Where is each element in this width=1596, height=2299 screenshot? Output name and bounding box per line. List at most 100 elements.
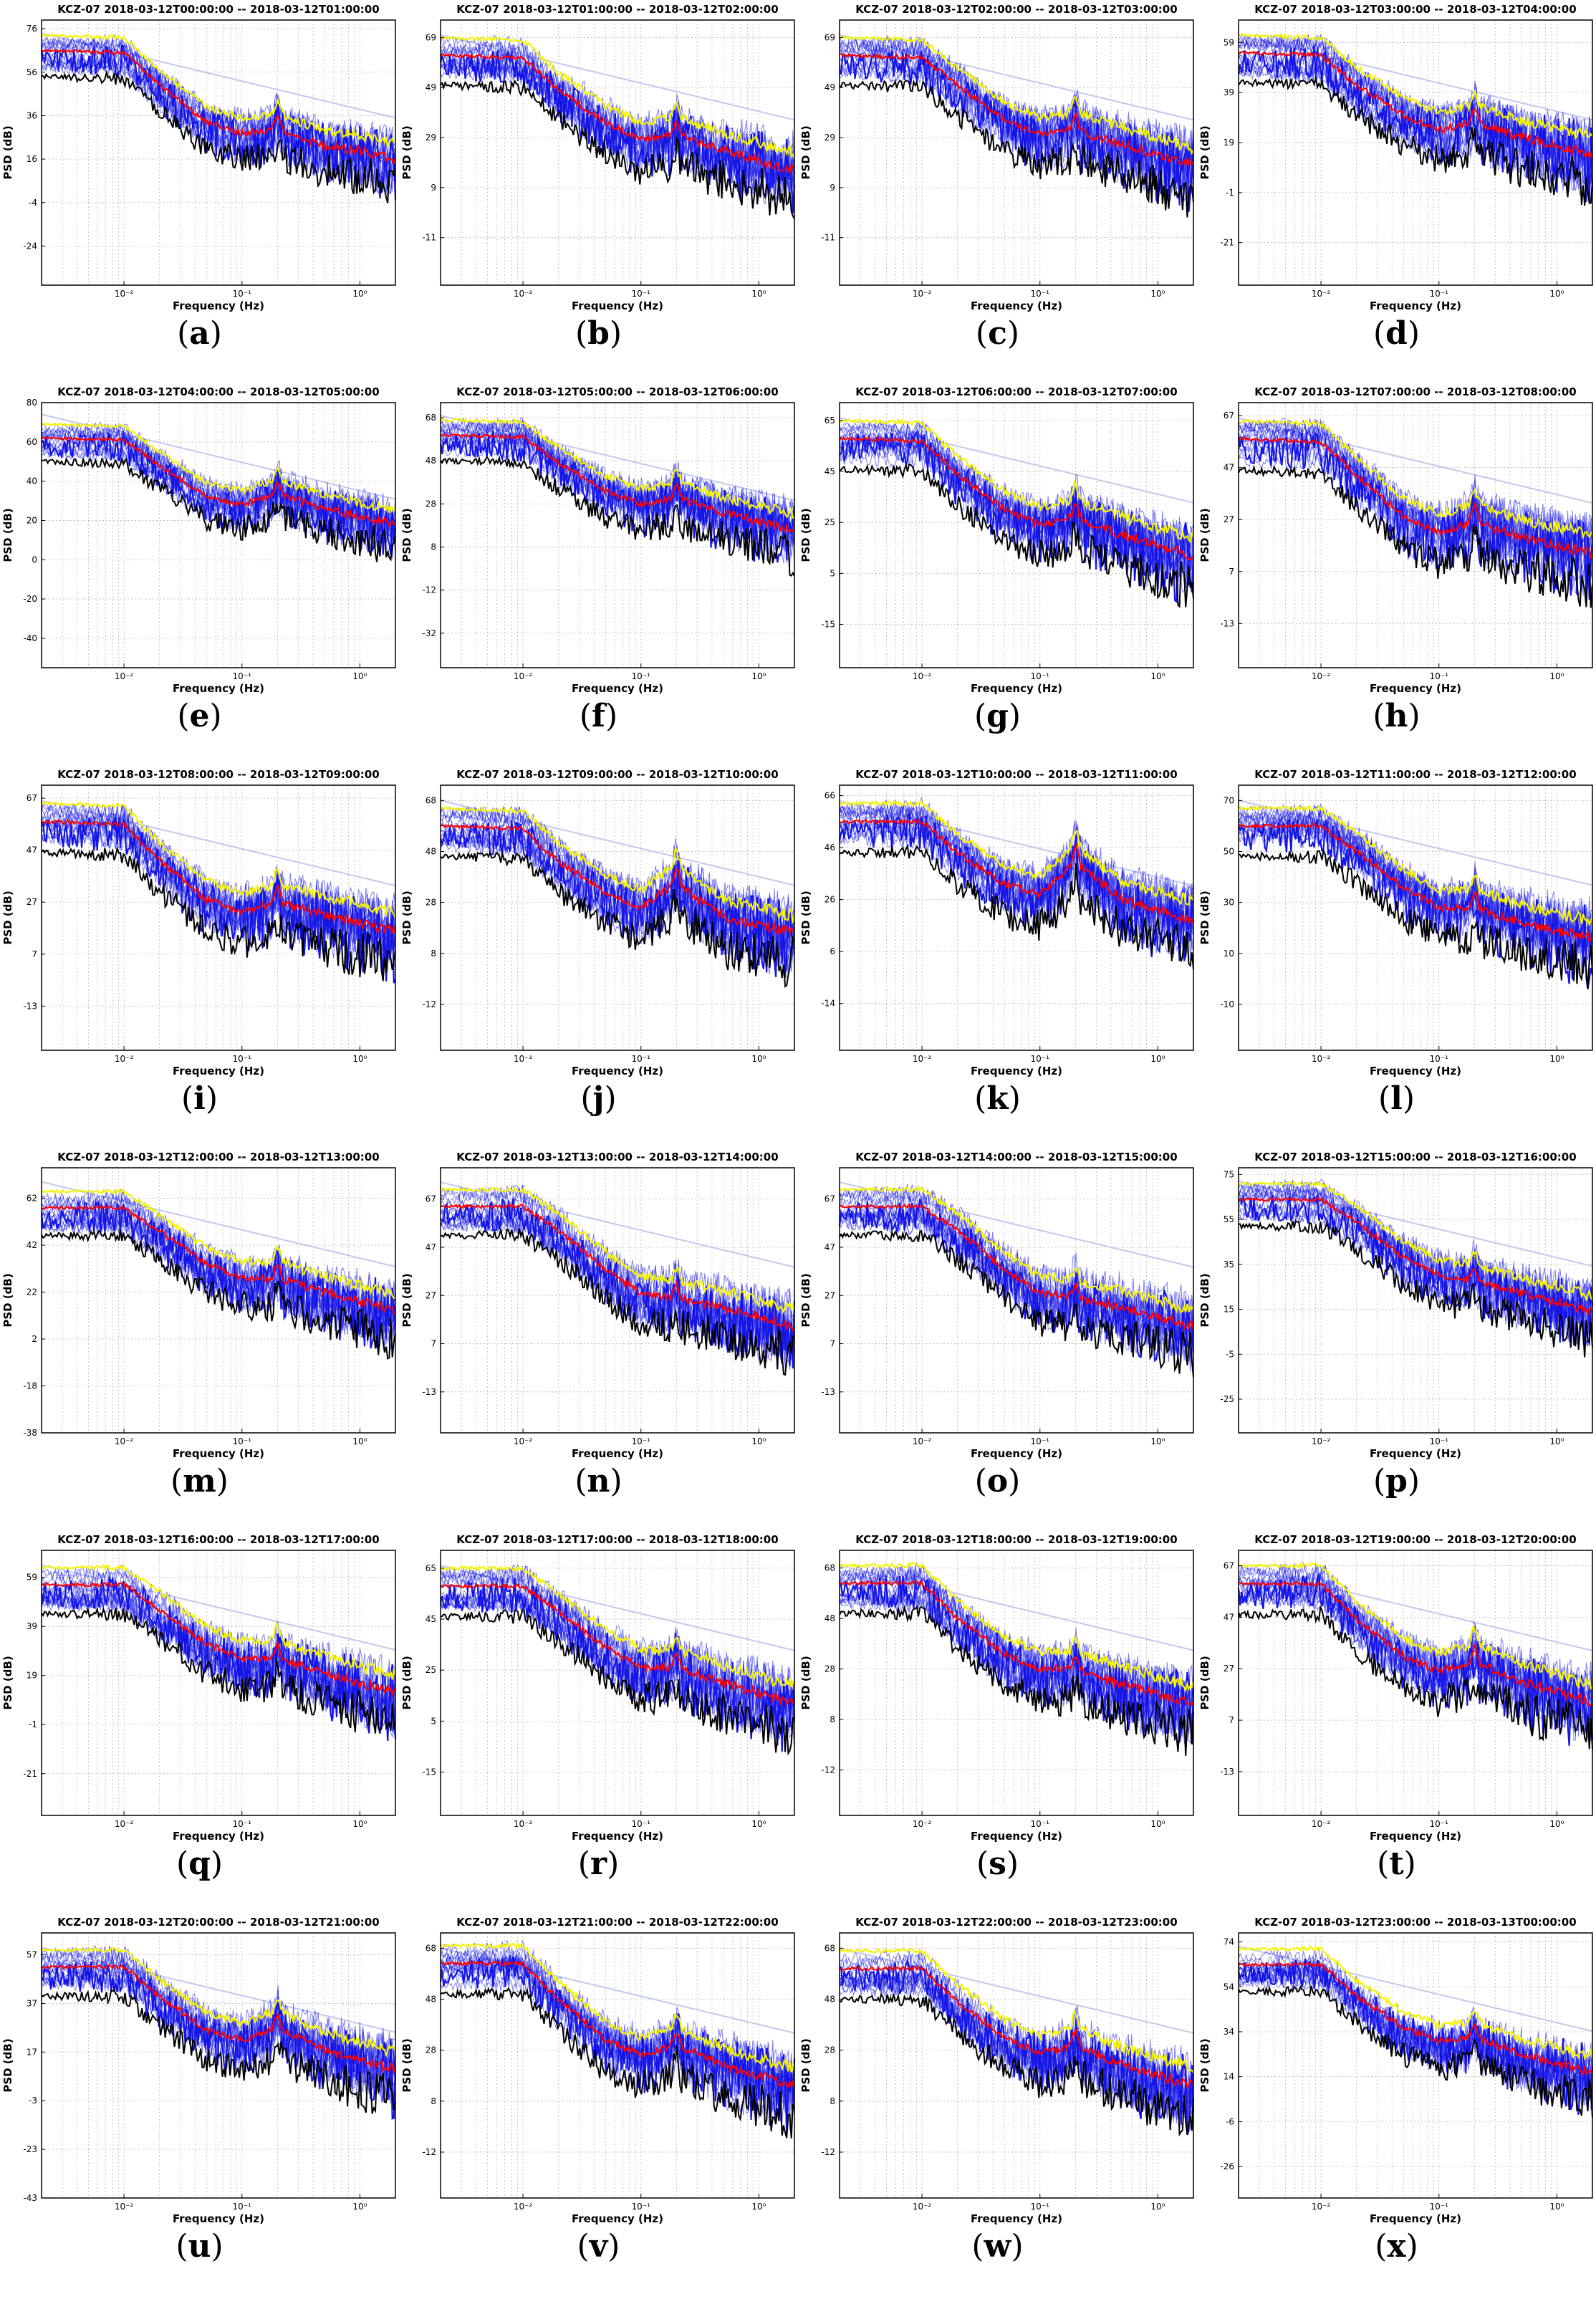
chart-svg: KCZ-07 2018-03-12T01:00:00 -- 2018-03-12… <box>400 3 796 312</box>
chart-title: KCZ-07 2018-03-12T10:00:00 -- 2018-03-12… <box>855 768 1177 781</box>
y-axis-label: PSD (dB) <box>1198 2038 1211 2092</box>
y-axis-label: PSD (dB) <box>1198 125 1211 179</box>
x-tick-label: 10⁻¹ <box>1430 1054 1449 1064</box>
y-tick-label: 57 <box>27 1950 37 1960</box>
reference-model-line <box>839 34 1194 121</box>
x-tick-label: 10⁰ <box>1549 1436 1564 1446</box>
y-tick-label: -12 <box>821 2147 835 2157</box>
y-tick-label: -1 <box>1226 188 1234 198</box>
y-tick-label: 68 <box>825 1563 835 1573</box>
spectrum-line <box>1238 47 1593 177</box>
x-tick-label: 10⁻¹ <box>1430 2202 1449 2212</box>
y-tick-label: 75 <box>1224 1169 1234 1179</box>
y-tick-label: 68 <box>825 1943 835 1953</box>
x-tick-label: 10⁰ <box>1549 1819 1564 1829</box>
panel-caption: (p) <box>1373 1463 1420 1499</box>
panel-caption: (c) <box>975 315 1020 352</box>
reference-model-line <box>41 1181 396 1267</box>
plot-frame <box>440 1932 795 2199</box>
x-tick-label: 10⁰ <box>352 671 367 681</box>
y-tick-label: 28 <box>825 2045 835 2055</box>
y-axis-label: PSD (dB) <box>1 508 14 562</box>
x-tick-label: 10⁻¹ <box>1031 1054 1050 1064</box>
x-axis-label: Frequency (Hz) <box>1370 1447 1461 1460</box>
high-percentile-line <box>41 33 396 150</box>
y-axis-label: PSD (dB) <box>1 1656 14 1709</box>
plot-frame <box>440 1167 795 1434</box>
y-tick-label: 67 <box>27 793 37 803</box>
chart-panel-t: KCZ-07 2018-03-12T19:00:00 -- 2018-03-12… <box>1197 1530 1596 1913</box>
chart-svg: KCZ-07 2018-03-12T03:00:00 -- 2018-03-12… <box>1198 3 1594 312</box>
panel-caption: (k) <box>974 1080 1021 1117</box>
x-tick-label: 10⁻¹ <box>1031 2202 1050 2212</box>
y-tick-label: 48 <box>426 1995 436 2005</box>
y-tick-label: -13 <box>1220 618 1234 628</box>
y-tick-label: -26 <box>1220 2161 1234 2171</box>
chart-panel-d: KCZ-07 2018-03-12T03:00:00 -- 2018-03-12… <box>1197 0 1596 383</box>
chart-title: KCZ-07 2018-03-12T09:00:00 -- 2018-03-12… <box>456 768 778 781</box>
chart-title: KCZ-07 2018-03-12T07:00:00 -- 2018-03-12… <box>1254 385 1576 398</box>
spectra-band <box>40 1575 397 1741</box>
x-tick-label: 10⁻¹ <box>632 1054 651 1064</box>
spectra-band <box>838 1197 1195 1363</box>
y-tick-label: 7 <box>32 949 37 959</box>
x-tick-label: 10⁻¹ <box>1430 289 1449 299</box>
y-tick-label: 22 <box>27 1287 37 1297</box>
y-tick-label: 68 <box>426 795 436 805</box>
y-tick-label: 25 <box>426 1665 436 1675</box>
y-tick-label: -1 <box>29 1719 37 1729</box>
chart-svg: KCZ-07 2018-03-12T06:00:00 -- 2018-03-12… <box>799 385 1195 695</box>
x-tick-label: 10⁰ <box>352 1819 367 1829</box>
y-tick-label: 27 <box>1224 1664 1234 1674</box>
y-tick-label: 46 <box>825 843 835 853</box>
y-tick-label: 30 <box>1224 898 1234 908</box>
chart-panel-h: KCZ-07 2018-03-12T07:00:00 -- 2018-03-12… <box>1197 383 1596 765</box>
x-tick-label: 10⁰ <box>751 1436 766 1446</box>
chart-panel-v: KCZ-07 2018-03-12T21:00:00 -- 2018-03-12… <box>399 1913 798 2295</box>
x-tick-label: 10⁻² <box>514 289 533 299</box>
spectrum-line <box>440 423 795 544</box>
spectrum-line <box>839 421 1194 570</box>
x-tick-label: 10⁻¹ <box>233 1819 252 1829</box>
y-tick-label: 17 <box>27 2047 37 2057</box>
y-tick-label: -11 <box>422 233 436 243</box>
chart-title: KCZ-07 2018-03-12T01:00:00 -- 2018-03-12… <box>456 3 778 16</box>
plot-frame <box>1238 1932 1593 2199</box>
y-tick-label: 40 <box>27 476 37 486</box>
high-percentile-line <box>1238 804 1594 927</box>
y-tick-label: 7 <box>1229 1715 1234 1725</box>
chart-svg: KCZ-07 2018-03-12T19:00:00 -- 2018-03-12… <box>1198 1533 1594 1843</box>
chart-title: KCZ-07 2018-03-12T22:00:00 -- 2018-03-12… <box>855 1916 1177 1929</box>
low-percentile-line <box>440 1608 795 1756</box>
x-tick-label: 10⁻² <box>1312 671 1331 681</box>
chart-title: KCZ-07 2018-03-12T18:00:00 -- 2018-03-12… <box>855 1533 1177 1546</box>
chart-title: KCZ-07 2018-03-12T11:00:00 -- 2018-03-12… <box>1254 768 1576 781</box>
reference-model-line <box>839 417 1194 504</box>
chart-panel-u: KCZ-07 2018-03-12T20:00:00 -- 2018-03-12… <box>0 1913 399 2295</box>
y-tick-label: 27 <box>27 897 37 907</box>
spectrum-line <box>1238 1179 1593 1318</box>
mean-line <box>839 1579 1195 1707</box>
plot-frame <box>41 1550 396 1816</box>
y-tick-label: 35 <box>1224 1259 1234 1270</box>
y-axis-label: PSD (dB) <box>1198 508 1211 562</box>
x-tick-label: 10⁻² <box>514 1436 533 1446</box>
spectrum-line <box>839 1573 1194 1724</box>
mean-line <box>839 52 1194 166</box>
y-tick-label: 74 <box>1224 1937 1234 1947</box>
y-tick-label: 49 <box>426 82 436 92</box>
y-tick-label: 37 <box>27 1998 37 2008</box>
chart-svg: KCZ-07 2018-03-12T18:00:00 -- 2018-03-12… <box>799 1533 1195 1843</box>
y-tick-label: 2 <box>32 1334 37 1344</box>
y-axis-label: PSD (dB) <box>799 1273 812 1327</box>
chart-title: KCZ-07 2018-03-12T03:00:00 -- 2018-03-12… <box>1254 3 1576 16</box>
reference-model-line <box>839 1181 1194 1268</box>
spectrum-line <box>1238 1949 1593 2085</box>
y-axis-label: PSD (dB) <box>400 1656 413 1709</box>
panel-caption: (r) <box>577 1846 620 1882</box>
plot-frame <box>839 784 1194 1051</box>
mean-line <box>440 1203 796 1332</box>
plot-frame <box>41 19 396 286</box>
x-axis-label: Frequency (Hz) <box>1370 682 1461 695</box>
x-tick-label: 10⁻² <box>115 289 134 299</box>
